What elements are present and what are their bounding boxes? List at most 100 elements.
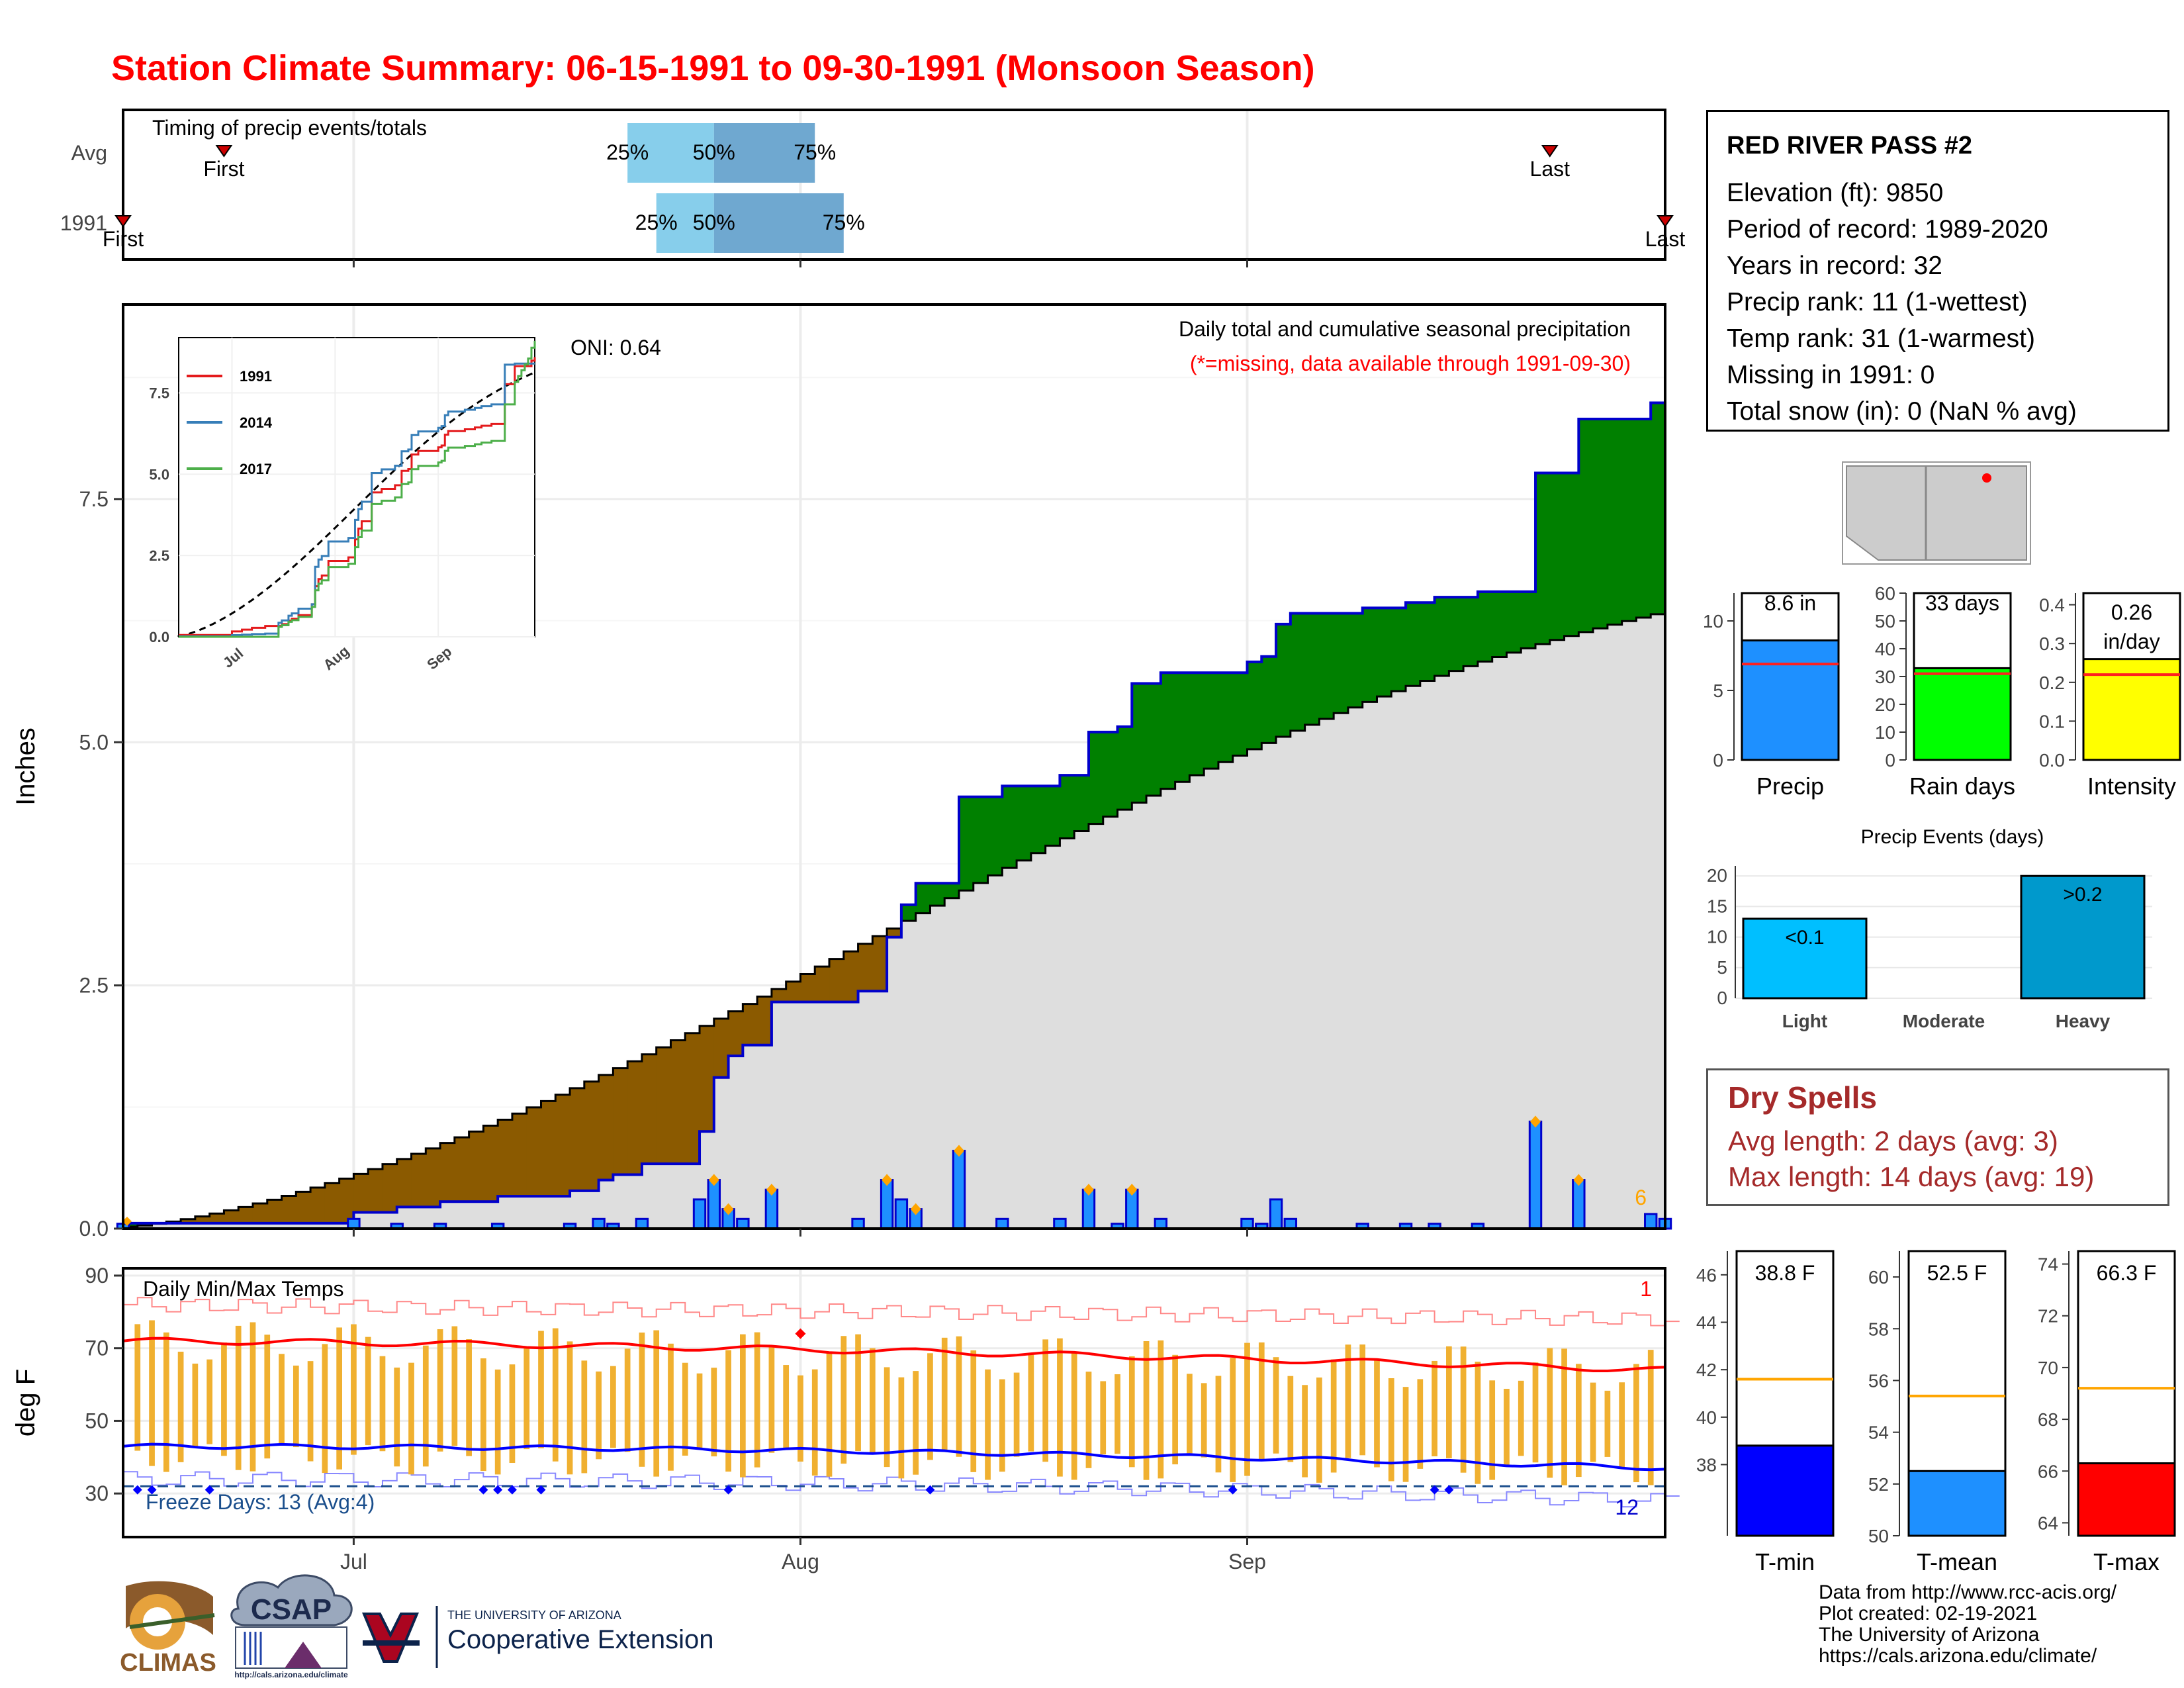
daily-temp-range-bar xyxy=(1575,1364,1582,1477)
summary-tick-label: 30 xyxy=(1875,667,1895,687)
dry-spells-avg: Avg length: 2 days (avg: 3) xyxy=(1728,1125,2058,1156)
daily-temp-range-bar xyxy=(351,1324,357,1455)
count-low: 12 xyxy=(1615,1495,1639,1519)
deficit-band xyxy=(656,1047,671,1164)
credits: Data from http://www.rcc-acis.org/ Plot … xyxy=(1819,1582,2116,1667)
surplus-band xyxy=(1074,775,1089,831)
surplus-band xyxy=(1189,673,1205,776)
surplus-band xyxy=(1549,473,1565,640)
credit-line: https://cals.arizona.edu/climate/ xyxy=(1819,1645,2097,1667)
summary-value: 33 days xyxy=(1925,591,1999,615)
freeze-day-marker xyxy=(132,1485,142,1495)
surplus-band xyxy=(1017,786,1032,861)
summary-bars: 0 5 10 8.6 in Precip 0 10 20 30 40 50 60 33 days Rain… xyxy=(1703,583,2181,800)
deficit-band xyxy=(685,1033,700,1164)
first-event-marker xyxy=(114,215,132,228)
daily-temp-range-bar xyxy=(653,1330,660,1477)
x-tick-label: Sep xyxy=(1228,1550,1266,1573)
daily-precip-bar xyxy=(635,1217,649,1230)
daily-temp-range-bar xyxy=(1388,1378,1394,1481)
freeze-day-marker xyxy=(1444,1485,1454,1495)
heavy-event-marker xyxy=(766,1184,777,1196)
daily-temp-range-bar xyxy=(1187,1374,1193,1454)
temp-title: Daily Min/Max Temps xyxy=(143,1277,343,1301)
inset-legend-label: 2014 xyxy=(240,414,273,431)
surplus-band xyxy=(1593,419,1608,629)
daily-temp-range-bar xyxy=(1215,1376,1222,1473)
daily-temp-range-bar xyxy=(884,1367,890,1468)
daily-temp-range-bar xyxy=(149,1320,155,1466)
daily-temp-range-bar xyxy=(956,1336,962,1457)
surplus-band xyxy=(1636,419,1651,618)
daily-temp-range-bar xyxy=(1172,1354,1178,1465)
timing-row-label-avg: Avg xyxy=(71,141,107,165)
daily-temp-range-bar xyxy=(1475,1362,1481,1484)
deficit-band xyxy=(526,1107,541,1197)
daily-temp-range-bar xyxy=(696,1373,703,1448)
daily-temp-range-bar xyxy=(768,1346,775,1453)
daily-temp-range-bar xyxy=(394,1367,400,1467)
precip-ytick-label: 2.5 xyxy=(79,974,109,998)
surplus-band xyxy=(1002,786,1017,868)
daily-temp-range-bar xyxy=(365,1336,371,1446)
deficit-band xyxy=(670,1040,686,1164)
freeze-day-marker xyxy=(925,1485,935,1495)
daily-temp-range-bar xyxy=(494,1369,501,1475)
avg-max-line xyxy=(122,1336,1666,1372)
credit-line: The University of Arizona xyxy=(1819,1624,2040,1646)
missing-note: (*=missing, data available through 1991-… xyxy=(1190,352,1631,375)
timing-label-75: 75% xyxy=(823,211,865,234)
daily-temp-range-bar xyxy=(1330,1359,1337,1473)
surplus-band xyxy=(1319,613,1334,719)
surplus-band xyxy=(901,904,917,921)
deficit-band xyxy=(195,1216,210,1223)
summary-tick-label: 60 xyxy=(1875,583,1895,604)
surplus-band xyxy=(1377,608,1392,697)
inset-legend-label: 1991 xyxy=(240,368,272,385)
daily-precip-bar xyxy=(851,1217,865,1230)
timing-label-25: 25% xyxy=(606,140,649,164)
daily-temp-range-bar xyxy=(1143,1341,1150,1480)
surplus-band xyxy=(1362,608,1377,702)
deficit-band xyxy=(771,989,787,1002)
daily-temp-range-bar xyxy=(740,1334,746,1477)
events-category-label: Moderate xyxy=(1903,1011,1985,1031)
timing-bar-q2 xyxy=(713,123,815,183)
temp-summary-tick-label: 56 xyxy=(1868,1370,1889,1391)
surplus-band xyxy=(915,883,931,914)
events-bar-label: <0.1 xyxy=(1785,927,1824,949)
daily-temp-range-bar xyxy=(307,1361,314,1462)
daily-temp-range-bar xyxy=(466,1339,472,1456)
last-event-marker xyxy=(1657,215,1674,228)
station-row: Elevation (ft): 9850 xyxy=(1727,179,1944,207)
freeze-day-marker xyxy=(507,1485,517,1495)
surplus-band xyxy=(1060,775,1075,839)
daily-temp-range-bar xyxy=(408,1362,414,1475)
deficit-band xyxy=(627,1061,643,1175)
daily-temp-range-bar xyxy=(855,1334,861,1451)
timing-label-25: 25% xyxy=(635,211,678,234)
surplus-band xyxy=(1334,613,1349,714)
precip-ytick-label: 5.0 xyxy=(79,730,109,754)
daily-temp-range-bar xyxy=(1590,1382,1596,1462)
dry-spells-box: Dry Spells Avg length: 2 days (avg: 3) M… xyxy=(1706,1068,2169,1206)
daily-temp-range-bar xyxy=(1446,1346,1452,1458)
daily-temp-range-bar xyxy=(1100,1381,1107,1455)
daily-precip-bar xyxy=(736,1217,750,1230)
timing-title: Timing of precip events/totals xyxy=(152,116,427,140)
station-row: Period of record: 1989-2020 xyxy=(1727,215,2048,244)
temp-summary-value: 52.5 F xyxy=(1927,1261,1987,1285)
timing-label-50: 50% xyxy=(693,211,735,234)
daily-temp-range-bar xyxy=(1619,1382,1625,1468)
temp-summary-tick-label: 54 xyxy=(1868,1423,1889,1443)
daily-temp-range-bar xyxy=(322,1344,328,1474)
state-map xyxy=(1842,461,2031,565)
credit-line: Data from http://www.rcc-acis.org/ xyxy=(1819,1581,2117,1603)
heavy-event-marker xyxy=(910,1203,921,1215)
first-label: First xyxy=(103,227,144,251)
precip-ytick-label: 0.0 xyxy=(79,1217,109,1241)
temp-summary-label: T-mean xyxy=(1917,1548,1997,1575)
daily-temp-range-bar xyxy=(754,1332,760,1468)
daily-temp-range-bar xyxy=(811,1369,818,1476)
timing-label-50: 50% xyxy=(693,140,735,164)
